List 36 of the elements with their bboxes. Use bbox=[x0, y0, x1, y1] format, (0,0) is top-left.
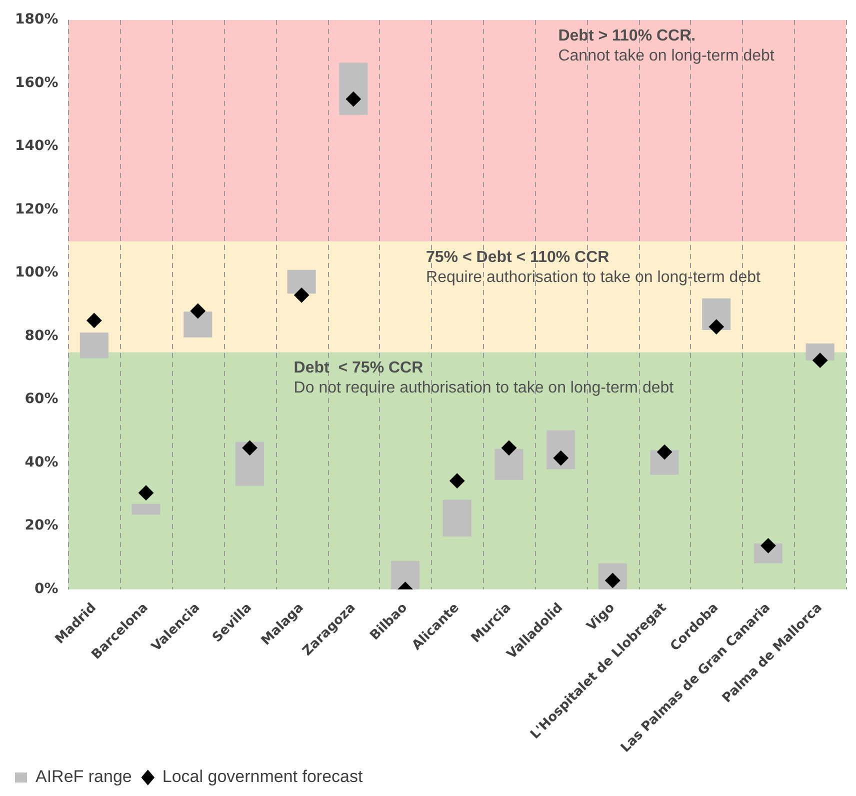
point bbox=[346, 92, 361, 107]
bar bbox=[287, 270, 316, 294]
point bbox=[657, 444, 672, 460]
band-label: Debt < 75% CCR Do not require authorisation to take on long-term debt bbox=[294, 360, 674, 397]
y-tick-label: 160% bbox=[14, 74, 58, 91]
point bbox=[812, 352, 828, 368]
bar bbox=[184, 312, 212, 338]
legend-label: Local government forecast bbox=[162, 767, 363, 786]
bar bbox=[339, 62, 368, 115]
bar bbox=[80, 332, 108, 358]
legend-label: AIReF range bbox=[36, 767, 132, 786]
y-tick-label: 60% bbox=[24, 391, 58, 408]
point bbox=[190, 303, 206, 318]
y-tick-label: 100% bbox=[14, 264, 58, 281]
y-tick-label: 120% bbox=[14, 201, 58, 218]
bar bbox=[442, 500, 472, 536]
band-label: Debt > 110% CCR. Cannot take on long-term debt bbox=[558, 27, 775, 64]
bar bbox=[132, 504, 160, 515]
point bbox=[450, 473, 465, 488]
y-tick-label: 140% bbox=[14, 138, 58, 154]
band-label: 75% < Debt < 110% CCR Require authorisation to take on long-term debt bbox=[426, 248, 761, 286]
bar bbox=[494, 448, 524, 480]
y-tick-label: 20% bbox=[24, 518, 58, 534]
point bbox=[708, 319, 724, 334]
bar bbox=[235, 442, 264, 486]
y-tick-label: 180% bbox=[14, 12, 58, 28]
y-tick-label: 0% bbox=[34, 580, 58, 597]
point bbox=[138, 485, 154, 500]
y-tick-label: 80% bbox=[24, 328, 58, 344]
point bbox=[501, 440, 516, 456]
bar bbox=[391, 560, 420, 590]
point bbox=[553, 450, 568, 466]
point bbox=[86, 312, 102, 328]
y-tick-label: 40% bbox=[24, 454, 58, 470]
point bbox=[294, 288, 310, 303]
point bbox=[242, 440, 258, 456]
